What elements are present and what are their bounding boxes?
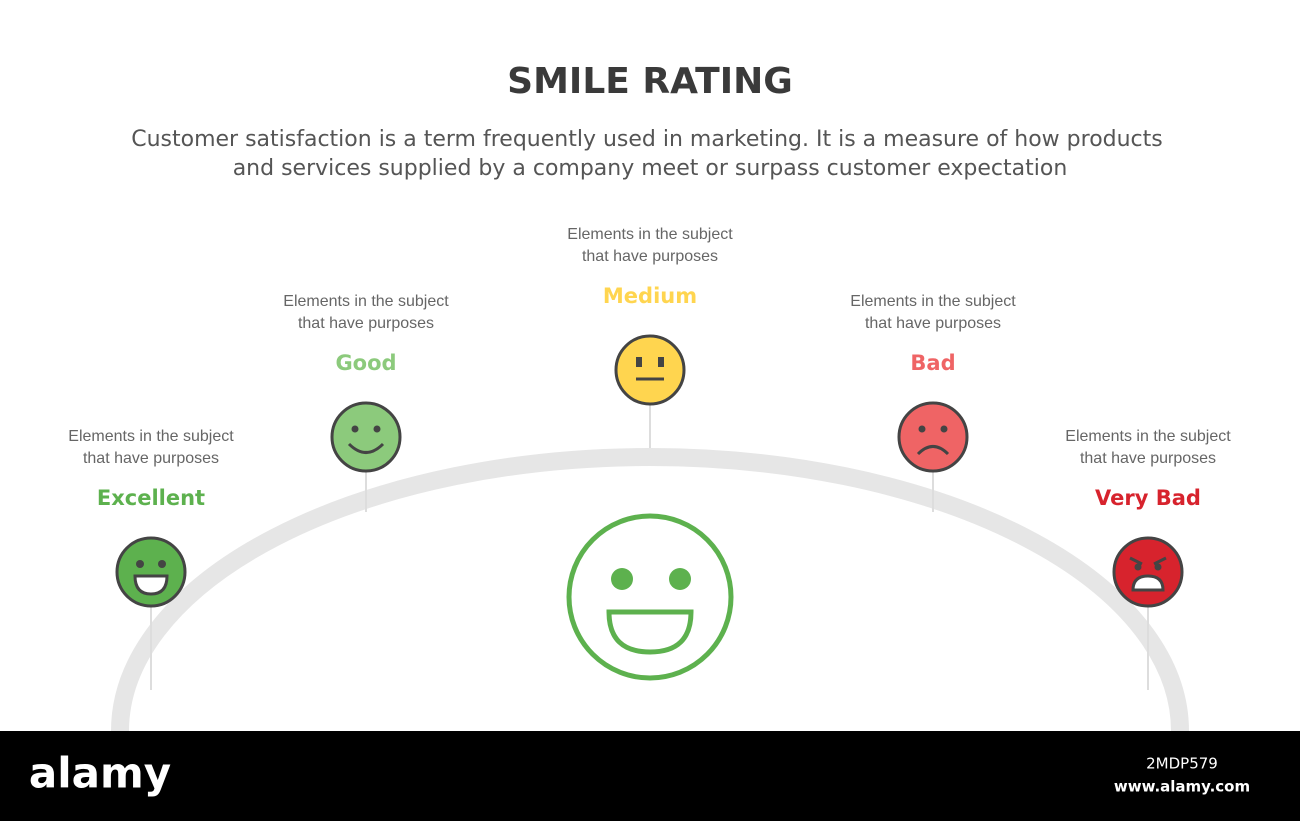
rating-label: Good bbox=[335, 351, 396, 375]
description-line: that have purposes bbox=[298, 315, 434, 332]
rating-label: Bad bbox=[910, 351, 955, 375]
face-feature bbox=[940, 425, 948, 433]
rating-label: Excellent bbox=[97, 486, 205, 510]
big-smiley bbox=[566, 513, 734, 681]
arc bbox=[111, 448, 1189, 732]
subtitle-line: and services supplied by a company meet … bbox=[233, 156, 1068, 181]
watermark-url: www.alamy.com bbox=[1114, 778, 1250, 796]
face-features bbox=[1129, 556, 1167, 592]
face-feature bbox=[918, 425, 926, 433]
description-line: that have purposes bbox=[83, 450, 219, 467]
watermark-bar bbox=[0, 731, 1300, 821]
face-features bbox=[347, 425, 385, 454]
face-feature bbox=[916, 445, 950, 456]
face-feature bbox=[136, 560, 144, 568]
description-line: that have purposes bbox=[1080, 450, 1216, 467]
face-icon bbox=[1112, 536, 1184, 608]
face-icon bbox=[614, 334, 686, 406]
face-icon bbox=[115, 536, 187, 608]
face-feature bbox=[658, 357, 664, 367]
face-circle bbox=[897, 401, 969, 473]
face-feature bbox=[1154, 563, 1162, 571]
watermark-brand: alamy bbox=[29, 749, 171, 798]
ratings: Elements in the subject that have purpose… bbox=[68, 226, 1231, 690]
face-features bbox=[916, 425, 950, 456]
face-circle bbox=[1112, 536, 1184, 608]
face-feature bbox=[636, 357, 642, 367]
face-feature bbox=[351, 425, 359, 433]
face-feature bbox=[158, 560, 166, 568]
face-icon bbox=[330, 401, 402, 473]
description-line: Elements in the subject bbox=[68, 428, 234, 445]
description-line: Elements in the subject bbox=[850, 293, 1016, 310]
subtitle-line: Customer satisfaction is a term frequent… bbox=[131, 127, 1163, 152]
rating-label: Medium bbox=[603, 284, 697, 308]
face-features bbox=[133, 560, 169, 596]
watermark-id: 2MDP579 bbox=[1146, 755, 1218, 773]
description-line: Elements in the subject bbox=[1065, 428, 1231, 445]
face-feature bbox=[1134, 563, 1142, 571]
face-feature bbox=[1129, 556, 1167, 566]
description-line: Elements in the subject bbox=[283, 293, 449, 310]
face-feature bbox=[347, 442, 385, 454]
face-feature bbox=[373, 425, 381, 433]
face-circle bbox=[614, 334, 686, 406]
face-feature bbox=[1131, 574, 1165, 592]
face-icon bbox=[897, 401, 969, 473]
face-circle bbox=[330, 401, 402, 473]
description-line: that have purposes bbox=[582, 248, 718, 265]
face-features bbox=[636, 357, 664, 381]
description-line: that have purposes bbox=[865, 315, 1001, 332]
description-line: Elements in the subject bbox=[567, 226, 733, 243]
rating-label: Very Bad bbox=[1095, 486, 1201, 510]
face-feature bbox=[133, 574, 169, 596]
face-circle bbox=[115, 536, 187, 608]
title: SMILE RATING bbox=[507, 61, 793, 102]
